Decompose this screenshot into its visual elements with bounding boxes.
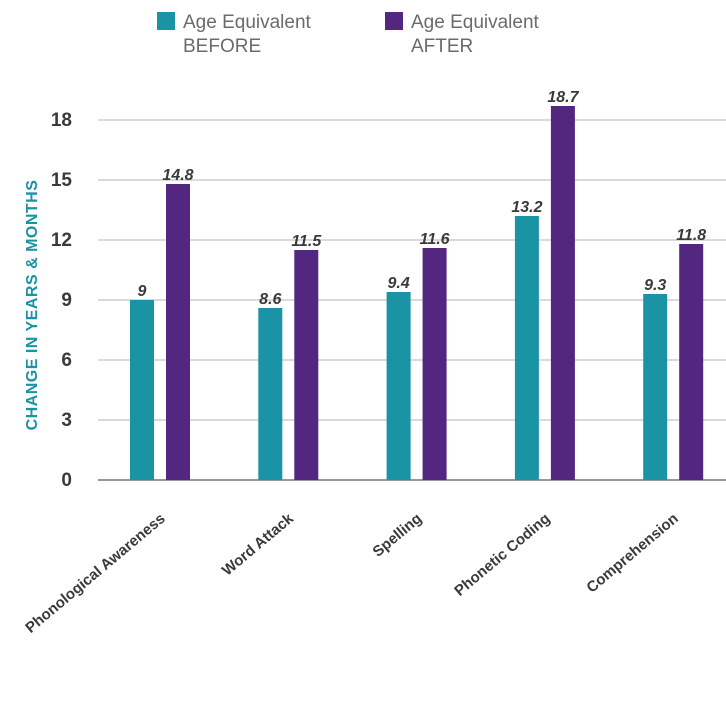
data-label-phonetic-coding-after: 18.7	[547, 89, 579, 106]
x-tick-label-comprehension: Comprehension	[583, 510, 681, 596]
y-tick-label-6: 6	[61, 350, 72, 371]
bar-word-attack-after	[294, 250, 319, 480]
data-label-phonetic-coding-before: 13.2	[511, 199, 542, 216]
y-tick-label-3: 3	[61, 410, 72, 431]
bar-phonetic-coding-before	[514, 216, 539, 480]
y-tick-label-18: 18	[51, 110, 72, 131]
y-tick-label-0: 0	[61, 470, 72, 491]
gridlines	[98, 119, 726, 481]
bar-phonetic-coding-after	[550, 106, 575, 480]
bar-comprehension-after	[679, 244, 704, 480]
data-label-word-attack-before: 8.6	[259, 291, 281, 308]
bar-word-attack-before	[258, 308, 283, 480]
data-labels: 9 14.8 8.6 11.5 9.4 11.6 13.2 18.7 9.3 11.8	[138, 89, 707, 308]
legend-swatch-before	[157, 12, 175, 30]
bar-phonological-awareness-before	[130, 300, 154, 480]
y-tick-label-9: 9	[61, 290, 72, 311]
legend: Age Equivalent BEFORE Age Equivalent AFTER	[157, 12, 540, 57]
data-label-word-attack-after: 11.5	[291, 233, 322, 250]
x-tick-label-phonological-awareness: Phonological Awareness	[22, 510, 168, 637]
data-label-phonological-awareness-after: 14.8	[162, 167, 193, 184]
data-label-spelling-before: 9.4	[387, 275, 409, 292]
x-tick-label-phonetic-coding: Phonetic Coding	[451, 510, 553, 600]
y-tick-label-12: 12	[51, 230, 72, 251]
legend-label-before-line2: BEFORE	[183, 36, 261, 57]
bar-phonological-awareness-after	[166, 184, 190, 480]
bar-spelling-before	[386, 292, 411, 480]
y-tick-labels: 0 3 6 9 12 15 18	[51, 110, 73, 491]
bar-spelling-after	[422, 248, 447, 480]
y-axis-label-group: CHANGE IN YEARS & MONTHS	[24, 180, 41, 431]
y-tick-label-15: 15	[51, 170, 73, 191]
data-label-comprehension-before: 9.3	[644, 277, 666, 294]
legend-label-after-line2: AFTER	[411, 36, 473, 57]
bars	[130, 106, 704, 480]
bar-comprehension-before	[643, 294, 668, 480]
x-tick-label-word-attack: Word Attack	[219, 510, 297, 580]
legend-label-before-line1: Age Equivalent	[183, 12, 312, 33]
data-label-phonological-awareness-before: 9	[138, 283, 147, 300]
y-axis-label: CHANGE IN YEARS & MONTHS	[24, 180, 41, 431]
data-label-spelling-after: 11.6	[420, 231, 450, 248]
legend-label-after-line1: Age Equivalent	[411, 12, 540, 33]
data-label-comprehension-after: 11.8	[676, 227, 706, 244]
legend-swatch-after	[385, 12, 403, 30]
x-tick-label-spelling: Spelling	[370, 510, 426, 561]
x-tick-labels: Phonological Awareness Word Attack Spellin…	[22, 510, 682, 637]
